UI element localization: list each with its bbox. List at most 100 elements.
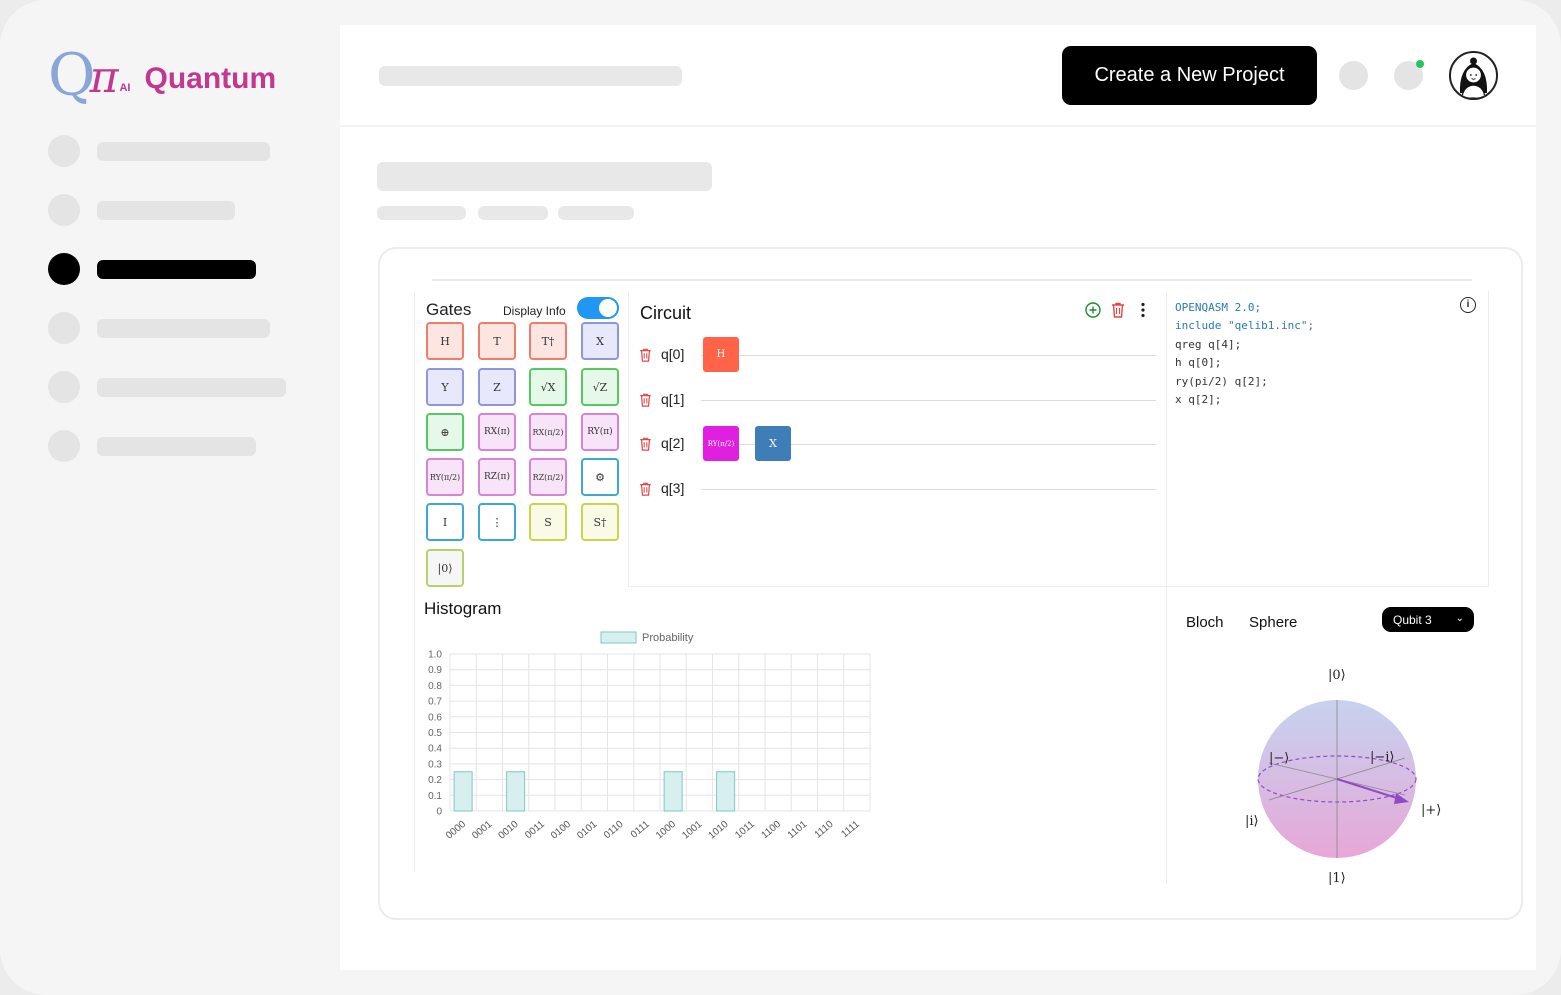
gate-identity[interactable]: I — [426, 503, 464, 541]
qubit-label: q[3] — [661, 480, 685, 496]
search-placeholder[interactable] — [379, 66, 682, 86]
logo-q: Q — [48, 41, 96, 109]
sidebar-item-active[interactable] — [48, 253, 256, 285]
nav-icon-placeholder — [48, 371, 80, 403]
gate-rz-pi-2[interactable]: RZ(π/2) — [529, 458, 567, 496]
sidebar-item-5[interactable] — [48, 371, 286, 403]
add-qubit-icon[interactable] — [1084, 301, 1102, 319]
gate-rx-pi[interactable]: RX(π) — [478, 413, 516, 451]
nav-label-placeholder — [97, 436, 256, 456]
delete-qubit-icon[interactable] — [639, 393, 652, 407]
gate-y[interactable]: Y — [426, 368, 464, 406]
qasm-code-panel[interactable]: OPENQASM 2.0; include "qelib1.inc"; qreg… — [1166, 291, 1489, 587]
logo-pi: π — [89, 52, 119, 103]
gate-barrier[interactable]: ⋮ — [478, 503, 516, 541]
y-tick-label: 0.4 — [428, 744, 442, 755]
gate-t-dagger[interactable]: T† — [529, 322, 567, 360]
gate-z[interactable]: Z — [478, 368, 516, 406]
bloch-panel: Bloch Sphere Qubit 3 ⌄ — [1166, 587, 1489, 885]
trash-icon — [1112, 302, 1124, 318]
breadcrumb-placeholder-1[interactable] — [377, 206, 466, 220]
histogram-title: Histogram — [424, 599, 502, 618]
qubit-wire[interactable] — [701, 489, 1156, 490]
gate-s-dagger[interactable]: S† — [581, 503, 619, 541]
toggle-knob — [599, 299, 617, 317]
legend-label: Probability — [642, 632, 694, 644]
state-vector — [1336, 778, 1404, 801]
x-tick-label: 1001 — [680, 819, 704, 842]
gate-sqrt-x[interactable]: √X — [529, 368, 567, 406]
display-info-toggle[interactable] — [577, 297, 619, 319]
action-icon-placeholder[interactable] — [1339, 61, 1368, 90]
bloch-title: Bloch — [1186, 614, 1224, 631]
delete-qubit-icon[interactable] — [639, 482, 652, 496]
gate-sqrt-z[interactable]: √Z — [581, 368, 619, 406]
qubit-label: q[1] — [661, 391, 685, 407]
x-tick-label: 0101 — [575, 819, 599, 842]
qubit-label: q[0] — [661, 346, 685, 362]
qubit-wire[interactable] — [701, 444, 1156, 445]
histogram-panel: Histogram Probability 0 0.1 0.2 0.3 0.4 0.5 0.6… — [414, 587, 1166, 872]
more-menu-icon[interactable] — [1134, 301, 1152, 319]
qubit-row-0: q[0] — [639, 340, 1156, 370]
x-tick-label: 1011 — [733, 819, 757, 842]
delete-qubit-icon[interactable] — [639, 348, 652, 362]
gate-ry-pi[interactable]: RY(π) — [581, 413, 619, 451]
gate-h[interactable]: H — [426, 322, 464, 360]
y-tick-label: 0.8 — [428, 681, 442, 692]
qasm-code[interactable]: OPENQASM 2.0; include "qelib1.inc"; qreg… — [1175, 299, 1314, 409]
info-icon[interactable]: i — [1460, 297, 1476, 313]
qubit-wire[interactable] — [701, 400, 1156, 401]
label-zero: |0⟩ — [1328, 668, 1346, 683]
sidebar-item-4[interactable] — [48, 312, 270, 344]
sidebar-item-2[interactable] — [48, 194, 235, 226]
state-vector-head — [1394, 793, 1409, 804]
placed-gate-h[interactable]: H — [703, 337, 739, 372]
quantum-composer: Gates Display Info H T T† X Y Z √X √Z ⊕ … — [414, 291, 1489, 891]
histogram-bar — [506, 771, 526, 812]
y-tick-label: 0.5 — [428, 728, 442, 739]
gate-s[interactable]: S — [529, 503, 567, 541]
x-tick-label: 1010 — [706, 819, 730, 842]
y-tick-label: 0.9 — [428, 665, 442, 676]
placed-gate-x[interactable]: X — [755, 426, 791, 461]
gate-x[interactable]: X — [581, 322, 619, 360]
placed-gate-ry[interactable]: RY(π/2) — [703, 426, 739, 461]
clear-circuit-icon[interactable] — [1109, 301, 1127, 319]
nav-label-placeholder — [97, 318, 270, 338]
code-line: x q[2]; — [1175, 393, 1222, 407]
kebab-icon — [1141, 302, 1145, 318]
sidebar-item-6[interactable] — [48, 430, 256, 462]
gate-cnot[interactable]: ⊕ — [426, 413, 464, 451]
label-minus: |−⟩ — [1269, 751, 1289, 766]
avatar-icon — [1459, 57, 1488, 98]
gate-reset[interactable]: |0⟩ — [426, 549, 464, 587]
label-plus: |+⟩ — [1421, 803, 1441, 818]
gate-rz-pi[interactable]: RZ(π) — [478, 458, 516, 496]
x-tick-label: 1100 — [760, 819, 784, 842]
brand-logo[interactable]: Q π AI Quantum — [48, 46, 276, 104]
y-tick-label: 0.3 — [428, 759, 442, 770]
sidebar-item-1[interactable] — [48, 135, 270, 167]
breadcrumb-placeholder-3[interactable] — [558, 206, 634, 220]
gate-measure[interactable]: ⚙ — [581, 458, 619, 496]
x-tick-label: 1111 — [839, 819, 862, 841]
y-tick-label: 0.1 — [428, 791, 442, 802]
gate-t[interactable]: T — [478, 322, 516, 360]
create-project-button[interactable]: Create a New Project — [1062, 46, 1317, 105]
gate-ry-pi-2[interactable]: RY(π/2) — [426, 458, 464, 496]
user-avatar[interactable] — [1449, 51, 1498, 100]
breadcrumb-placeholder-2[interactable] — [478, 206, 548, 220]
y-tick-label: 1.0 — [428, 650, 442, 661]
code-line: h q[0]; — [1175, 356, 1222, 370]
page-title-placeholder — [377, 162, 712, 191]
gate-rx-pi-2[interactable]: RX(π/2) — [529, 413, 567, 451]
x-tick-label: 0100 — [549, 819, 573, 842]
qubit-row-3: q[3] — [639, 474, 1156, 504]
code-line: include "qelib1.inc"; — [1175, 319, 1315, 333]
qubit-wire[interactable] — [701, 355, 1156, 356]
delete-qubit-icon[interactable] — [639, 437, 652, 451]
qubit-selector[interactable]: Qubit 3 ⌄ — [1382, 607, 1474, 632]
x-tick-label: 0010 — [496, 819, 520, 842]
gates-title: Gates — [426, 300, 472, 319]
